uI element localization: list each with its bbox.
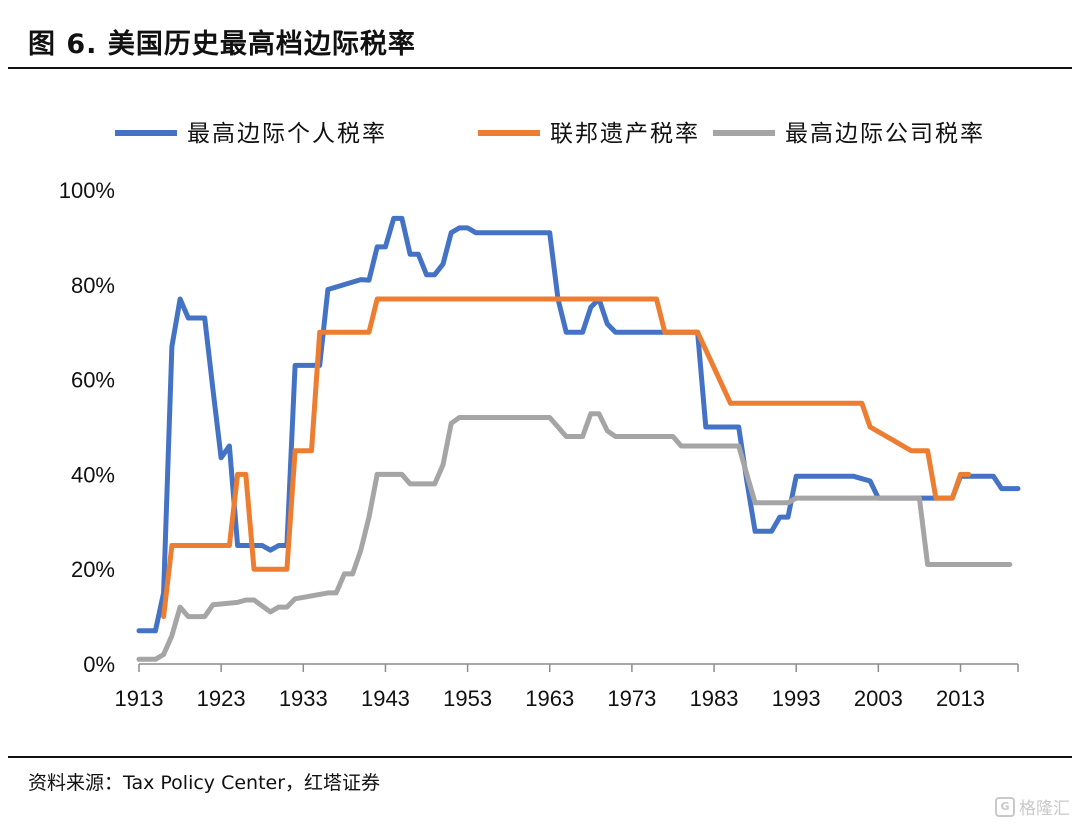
y-tick-label: 20% [71, 557, 115, 582]
watermark-text: 格隆汇 [1019, 799, 1070, 819]
legend-label-1: 最高边际个人税率 [187, 121, 387, 147]
x-tick-label: 1923 [197, 686, 246, 711]
source-note: 资料来源：Tax Policy Center，红塔证券 [28, 772, 381, 794]
x-tick-label: 1983 [690, 686, 739, 711]
x-tick-label: 1973 [607, 686, 656, 711]
top-rule [8, 67, 1072, 69]
x-tick-label: 2003 [854, 686, 903, 711]
x-tick-label: 1963 [525, 686, 574, 711]
y-tick-label: 0% [83, 652, 115, 677]
watermark: G 格隆汇 [995, 794, 1070, 819]
y-axis: 0% 20% 40% 60% 80% 100% [59, 178, 115, 677]
x-tick-label: 2013 [936, 686, 985, 711]
x-tick-label: 1913 [115, 686, 164, 711]
y-tick-label: 80% [71, 273, 115, 298]
y-tick-label: 40% [71, 462, 115, 487]
series-line-3 [136, 411, 1013, 662]
y-tick-label: 100% [59, 178, 115, 203]
x-tick-label: 1933 [279, 686, 328, 711]
legend-label-2: 联邦遗产税率 [550, 121, 700, 147]
x-tick-label: 1993 [772, 686, 821, 711]
series-layer [136, 215, 1021, 662]
chart: 最高边际个人税率 联邦遗产税率 最高边际公司税率 0% 20% 40% 60% 80% 100… [59, 121, 1021, 711]
x-tick-label: 1943 [361, 686, 410, 711]
legend: 最高边际个人税率 联邦遗产税率 最高边际公司税率 [115, 121, 985, 147]
x-tick-label: 1953 [443, 686, 492, 711]
watermark-logo-icon: G [995, 796, 1015, 817]
bottom-rule [8, 756, 1072, 758]
y-tick-label: 60% [71, 368, 115, 393]
legend-label-3: 最高边际公司税率 [785, 121, 985, 147]
series-line-2 [161, 296, 972, 620]
x-axis: 1913 1923 1933 1943 1953 1963 1973 1983 1993 2003… [115, 663, 1019, 711]
figure-title: 图 6. 美国历史最高档边际税率 [28, 29, 416, 60]
